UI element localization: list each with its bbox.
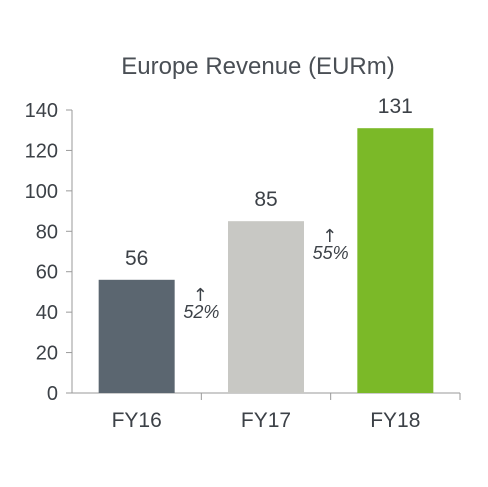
y-tick-label: 60 bbox=[36, 262, 58, 284]
y-tick-label: 20 bbox=[36, 343, 58, 365]
bars bbox=[98, 128, 434, 393]
y-axis: 0 20 40 60 80 100 120 140 bbox=[25, 100, 73, 405]
y-tick-label: 80 bbox=[36, 221, 58, 243]
growth-arrow-icon: ↑ bbox=[193, 285, 208, 306]
x-tick-label: FY17 bbox=[241, 409, 291, 432]
data-label: 131 bbox=[378, 95, 413, 118]
growth-annotations: ↑52%↑55% bbox=[183, 226, 348, 322]
y-tick-label: 120 bbox=[25, 140, 58, 162]
bar bbox=[357, 128, 434, 393]
x-tick-label: FY18 bbox=[370, 409, 420, 432]
chart-title: Europe Revenue (EURm) bbox=[121, 53, 394, 80]
y-tick-label: 0 bbox=[47, 383, 58, 405]
growth-arrow-icon: ↑ bbox=[322, 226, 337, 247]
data-label: 56 bbox=[125, 247, 148, 270]
growth-label: 52% bbox=[183, 302, 219, 322]
bar bbox=[98, 279, 175, 393]
y-tick-label: 40 bbox=[36, 302, 58, 324]
x-tick-label: FY16 bbox=[112, 409, 162, 432]
y-tick-label: 140 bbox=[25, 100, 58, 122]
bar bbox=[228, 221, 304, 393]
data-labels: 56 85 131 bbox=[125, 95, 413, 270]
x-axis: FY16 FY17 FY18 bbox=[72, 392, 461, 432]
y-tick-label: 100 bbox=[25, 181, 58, 203]
growth-label: 55% bbox=[313, 243, 349, 263]
data-label: 85 bbox=[254, 188, 277, 211]
